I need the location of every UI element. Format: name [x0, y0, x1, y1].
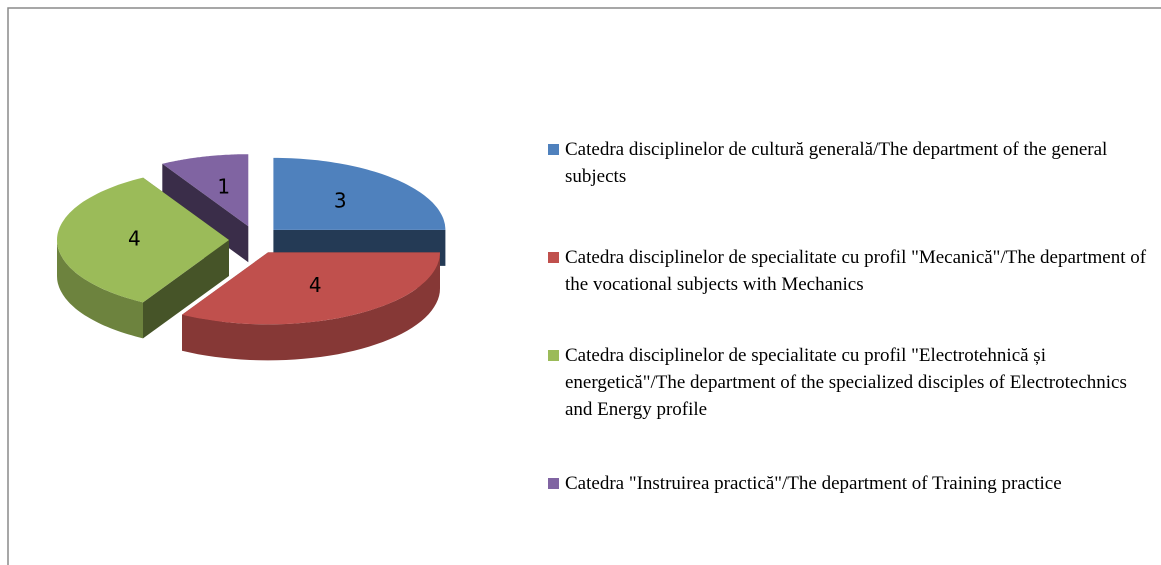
value-label: 1	[217, 174, 230, 198]
legend-label: Catedra "Instruirea practică"/The depart…	[565, 473, 1062, 494]
slice	[162, 154, 249, 227]
slice-side	[57, 240, 143, 339]
legend-swatch	[548, 144, 559, 155]
slice-wall	[143, 240, 229, 339]
legend-item: Catedra disciplinelor de specialitate cu…	[548, 244, 1153, 298]
legend-label: Catedra disciplinelor de specialitate cu…	[565, 247, 1147, 295]
legend-item: Catedra disciplinelor de specialitate cu…	[548, 342, 1153, 423]
value-labels: 3 4 4 1	[128, 174, 347, 297]
slice-wall	[162, 163, 249, 263]
value-label: 4	[309, 273, 322, 297]
legend-item: Catedra disciplinelor de cultură general…	[548, 136, 1153, 190]
legend-label: Catedra disciplinelor de specialitate cu…	[565, 345, 1127, 420]
legend-item: Catedra "Instruirea practică"/The depart…	[548, 470, 1153, 497]
value-label: 3	[334, 188, 347, 212]
legend-swatch	[548, 350, 559, 361]
value-label: 4	[128, 227, 141, 251]
legend-swatch	[548, 478, 559, 489]
slice	[182, 252, 440, 325]
slice-tops	[57, 154, 446, 325]
slice	[273, 157, 446, 230]
slice	[57, 177, 229, 303]
legend-swatch	[548, 252, 559, 263]
slice-side	[182, 252, 440, 361]
legend-label: Catedra disciplinelor de cultură general…	[565, 139, 1108, 187]
